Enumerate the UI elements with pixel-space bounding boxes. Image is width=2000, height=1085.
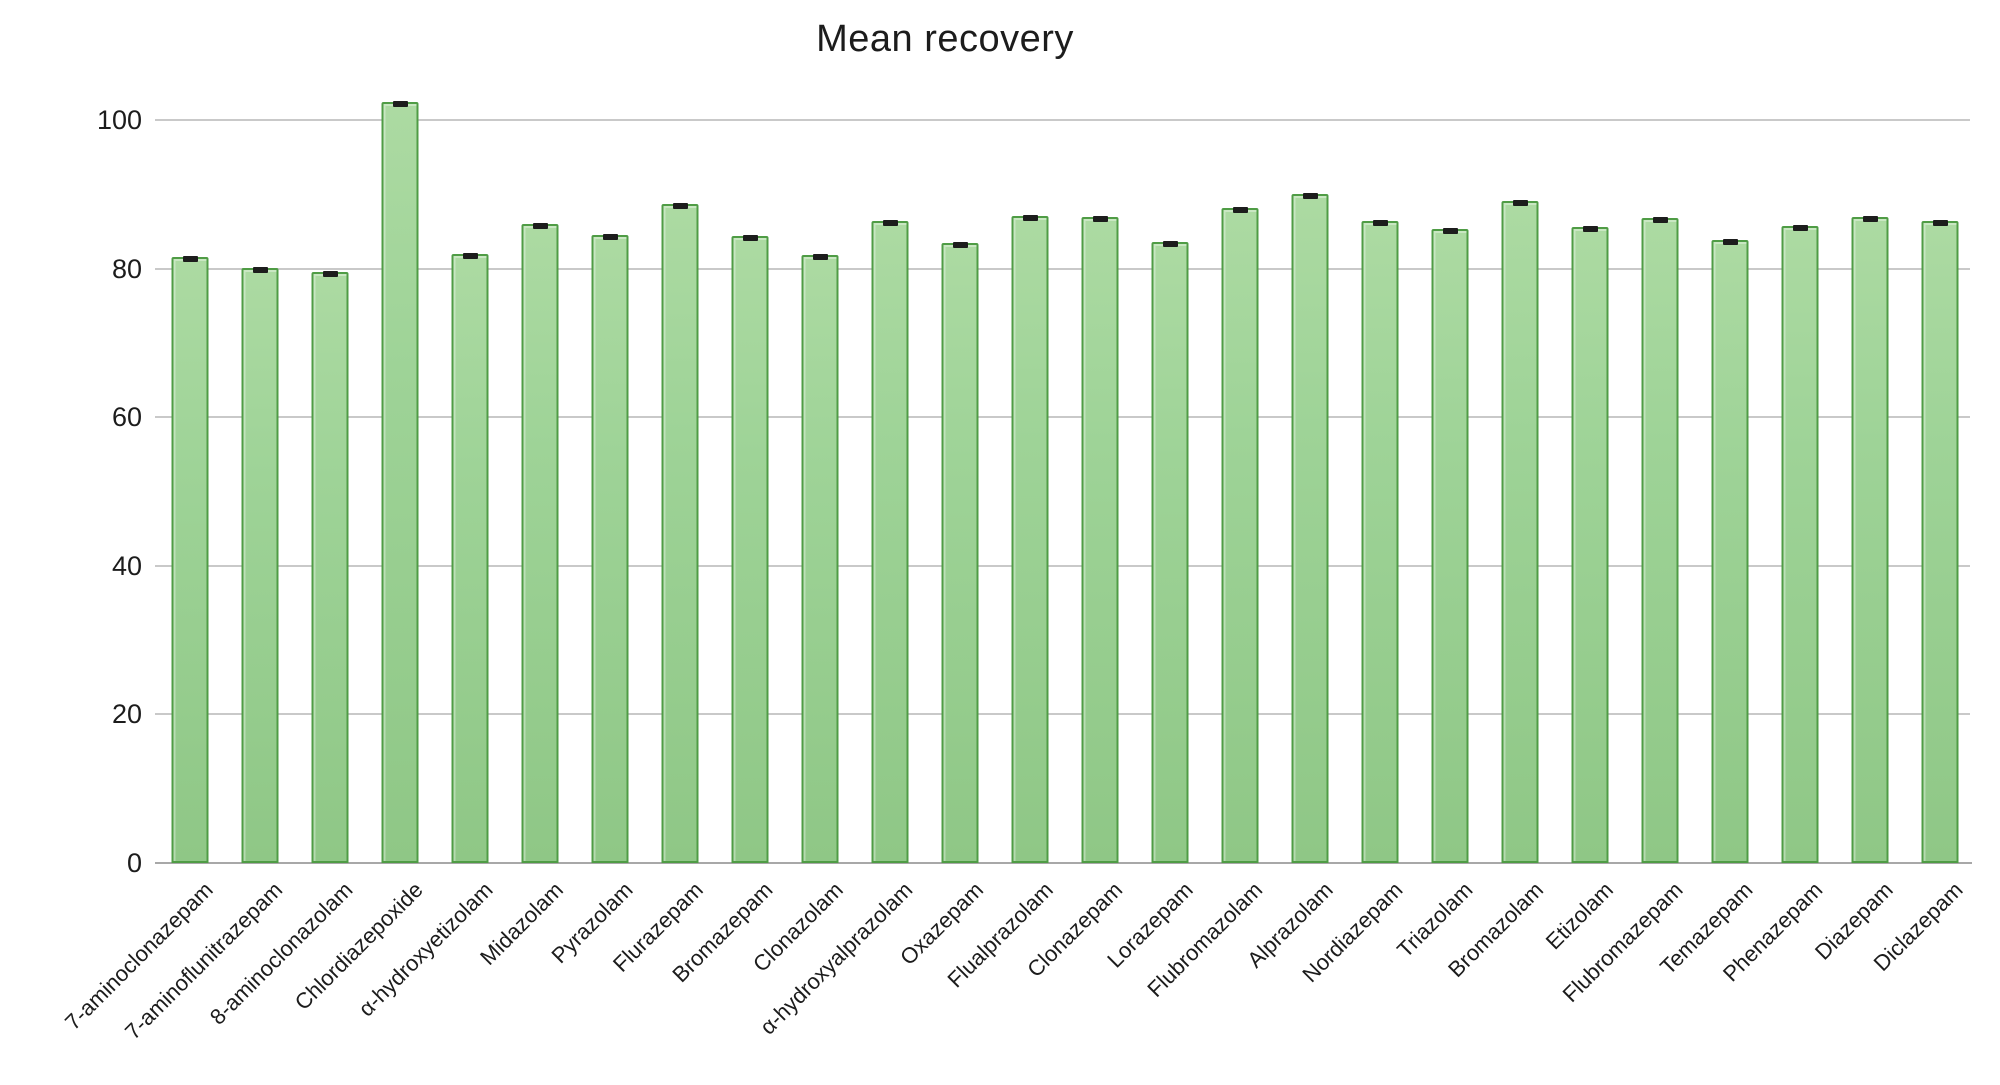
error-cap	[1722, 239, 1738, 246]
x-tick-label: Chlordiazepoxide	[289, 877, 428, 1015]
bar-Phenazepam	[1781, 224, 1819, 863]
bar-slot: Diclazepam	[1869, 0, 1975, 976]
error-cap	[1862, 215, 1878, 222]
error-cap	[1162, 240, 1178, 247]
error-cap	[322, 270, 338, 277]
bar-slot: Flurazepam	[608, 0, 715, 977]
error-cap	[392, 101, 408, 108]
y-tick-label: 0	[126, 848, 142, 878]
error-cap	[532, 223, 548, 230]
bar-slot: Midazolam	[475, 0, 575, 970]
error-cap	[882, 220, 898, 227]
bar-7-aminoflunitrazepam	[241, 266, 279, 863]
y-tick-label: 60	[111, 402, 142, 433]
bar-Alprazolam	[1291, 192, 1329, 863]
x-tick-label: Flubromazepam	[1557, 877, 1688, 1008]
bars-container: 7-aminoclonazepam 7-aminoflunitrazepam 8-a…	[60, 0, 1975, 1044]
bar-slot: Alprazolam	[1242, 0, 1345, 972]
error-cap	[1022, 214, 1038, 221]
bar-slot: Diazepam	[1810, 0, 1905, 965]
bar-slot: Flubromazepam	[1558, 0, 1695, 1007]
error-cap	[1092, 216, 1108, 223]
error-cap	[1582, 226, 1598, 232]
bar-7-aminoclonazepam	[171, 255, 209, 863]
gridline	[155, 713, 1970, 716]
bar-slot: Bromazepam	[667, 0, 785, 987]
y-tick-label: 100	[96, 105, 142, 135]
x-axis-line	[155, 862, 1972, 864]
y-tick-label: 80	[111, 253, 142, 284]
bar-8-aminoclonazolam	[311, 270, 349, 863]
bar-slot: 8-aminoclonazolam	[205, 0, 365, 1030]
bar-Chlordiazepoxide	[381, 101, 419, 863]
y-tick-label: 40	[111, 550, 142, 581]
bar-slot: Clonazolam	[748, 0, 855, 977]
error-cap	[742, 234, 758, 241]
error-cap	[1302, 192, 1318, 199]
bar-Pyrazolam	[591, 234, 629, 863]
bar-Clonazolam	[801, 254, 839, 863]
bar-slot: Bromazolam	[1443, 0, 1555, 982]
bar-slot: Pyrazolam	[547, 0, 645, 968]
error-cap	[1232, 207, 1248, 214]
gridline	[155, 267, 1970, 270]
error-cap	[602, 234, 618, 241]
bar-slot: Flualprazolam	[942, 0, 1065, 992]
error-cap	[252, 266, 268, 273]
error-cap	[672, 202, 688, 209]
bar-slot: Clonazepam	[1023, 0, 1135, 982]
bar-Midazolam	[521, 223, 559, 863]
bar-Nordiazepam	[1361, 220, 1399, 863]
error-cap	[462, 253, 478, 260]
bar-Bromazolam	[1501, 200, 1539, 863]
bar-Flubromazolam	[1221, 207, 1259, 863]
bar-Lorazepam	[1151, 240, 1189, 863]
error-cap	[1652, 217, 1668, 224]
bar-Temazepam	[1711, 239, 1749, 863]
bar-Flubromazepam	[1641, 217, 1679, 863]
gridline	[155, 119, 1970, 121]
error-cap	[1512, 200, 1528, 206]
gridline	[155, 416, 1970, 419]
gridline	[155, 564, 1970, 567]
error-cap	[952, 241, 968, 248]
bar-slot: Flubromazolam	[1143, 0, 1275, 1002]
y-tick-label: 20	[111, 699, 142, 730]
bar-slot: Phenazepam	[1718, 0, 1835, 986]
bar-slot: Oxazepam	[895, 0, 995, 970]
bar-slot: Lorazepam	[1102, 0, 1205, 973]
bar-slot: α-hydroxyalprazolam	[755, 0, 925, 1039]
plot-area: 7-aminoclonazepam 7-aminoflunitrazepam 8-a…	[60, 0, 1972, 1044]
chart-title: Mean recovery	[816, 18, 1074, 60]
bar-Bromazepam	[731, 234, 769, 863]
bar-Diclazepam	[1921, 220, 1959, 863]
bar-slot: 7-aminoflunitrazepam	[120, 0, 295, 1044]
bar-α-hydroxyetizolam	[451, 253, 489, 863]
error-cap	[1792, 224, 1808, 231]
bar-α-hydroxyalprazolam	[871, 220, 909, 863]
bar-Flurazepam	[661, 202, 699, 863]
bar-Oxazepam	[941, 241, 979, 863]
bar-Triazolam	[1431, 228, 1469, 863]
bar-slot: Triazolam	[1392, 0, 1485, 962]
bar-slot: 7-aminoclonazepam	[60, 0, 225, 1035]
bar-slot: Etizolam	[1540, 0, 1625, 954]
bar-Diazepam	[1851, 215, 1889, 863]
bar-slot: Temazepam	[1655, 0, 1765, 979]
bar-slot: Chlordiazepoxide	[290, 0, 435, 1015]
error-cap	[1442, 228, 1458, 235]
bar-Etizolam	[1571, 226, 1609, 863]
error-cap	[812, 254, 828, 261]
bar-slot: α-hydroxyetizolam	[353, 0, 505, 1021]
error-cap	[1372, 220, 1388, 227]
error-cap	[1932, 220, 1948, 227]
bar-Clonazepam	[1081, 216, 1119, 863]
error-cap	[182, 255, 198, 262]
bar-slot: Nordiazepam	[1297, 0, 1415, 987]
bar-Flualprazolam	[1011, 214, 1049, 863]
